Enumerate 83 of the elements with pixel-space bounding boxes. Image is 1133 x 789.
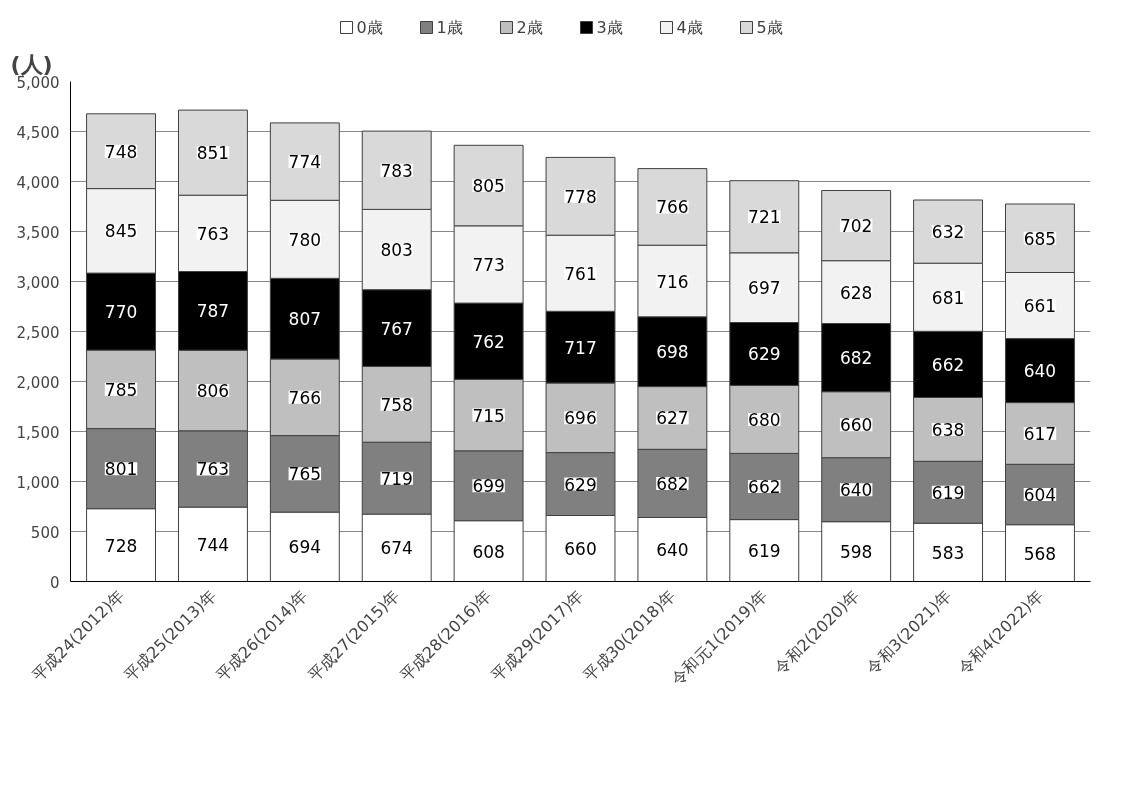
data-label: 728 (104, 535, 138, 556)
data-label: 807 (288, 309, 322, 330)
data-label: 719 (380, 468, 413, 489)
data-label: 773 (472, 254, 505, 275)
data-label: 766 (656, 197, 689, 218)
y-tick-label: 1,000 (16, 473, 60, 492)
data-label: 697 (748, 278, 781, 299)
y-tick-label: 2,000 (16, 373, 60, 392)
data-label: 766 (288, 387, 322, 408)
y-tick-label: 4,000 (16, 173, 60, 192)
data-label: 681 (931, 287, 965, 308)
data-label: 767 (380, 318, 413, 339)
data-label: 682 (839, 348, 873, 369)
data-label: 780 (288, 229, 322, 250)
data-label: 763 (196, 223, 230, 244)
data-label: 638 (931, 419, 965, 440)
data-label: 632 (931, 222, 965, 243)
data-label: 660 (839, 415, 873, 436)
legend-label: 4歳 (676, 18, 703, 37)
data-label: 787 (196, 301, 230, 322)
data-label: 629 (564, 474, 597, 495)
data-label: 806 (196, 381, 230, 401)
data-label: 583 (931, 542, 965, 563)
data-label: 608 (472, 541, 505, 562)
data-label: 682 (656, 473, 689, 494)
data-label: 770 (104, 302, 138, 323)
legend-label: 1歳 (436, 18, 463, 37)
data-label: 805 (472, 176, 505, 197)
data-label: 696 (564, 408, 597, 429)
data-label: 568 (1023, 543, 1057, 564)
data-label: 660 (564, 539, 597, 559)
data-label: 699 (472, 476, 505, 497)
data-label: 662 (748, 477, 781, 497)
data-label: 640 (656, 540, 689, 560)
data-label: 698 (656, 342, 689, 363)
data-label: 783 (380, 160, 413, 181)
data-label: 851 (196, 143, 230, 164)
data-label: 762 (472, 331, 505, 352)
data-label: 680 (748, 409, 781, 430)
data-label: 715 (472, 405, 505, 426)
data-label: 758 (380, 394, 413, 415)
data-label: 662 (931, 354, 965, 375)
data-label: 765 (288, 464, 322, 485)
y-tick-label: 3,000 (16, 273, 60, 292)
data-label: 744 (196, 534, 230, 555)
data-label: 748 (104, 141, 138, 162)
y-tick-label: 4,500 (16, 123, 60, 142)
data-label: 627 (656, 408, 689, 429)
data-label: 628 (839, 282, 873, 303)
data-label: 774 (288, 152, 322, 173)
data-label: 845 (104, 221, 138, 242)
legend-label: 0歳 (356, 18, 383, 37)
data-label: 617 (1023, 423, 1057, 444)
data-label: 629 (748, 344, 781, 365)
data-label: 640 (839, 480, 873, 501)
data-label: 702 (839, 216, 873, 237)
legend-label: 3歳 (596, 18, 623, 37)
data-label: 661 (1023, 296, 1057, 317)
data-label: 598 (839, 542, 873, 563)
y-tick-label: 2,500 (16, 323, 60, 342)
y-tick-label: 0 (49, 573, 60, 592)
y-tick-label: 500 (30, 523, 60, 542)
data-label: 604 (1023, 485, 1057, 505)
y-tick-label: 3,500 (16, 223, 60, 242)
data-label: 763 (196, 459, 230, 480)
data-label: 761 (564, 263, 597, 284)
data-label: 803 (380, 240, 413, 261)
legend-label: 2歳 (516, 18, 543, 37)
data-label: 685 (1023, 228, 1057, 249)
data-label: 785 (104, 379, 138, 400)
data-label: 619 (748, 541, 781, 562)
legend-label: 5歳 (756, 18, 783, 37)
data-label: 778 (564, 186, 597, 207)
data-label: 674 (380, 538, 413, 559)
data-label: 694 (288, 537, 322, 558)
data-label: 716 (656, 271, 689, 292)
data-label: 721 (748, 207, 781, 228)
data-label: 801 (104, 459, 138, 480)
data-label: 640 (1023, 361, 1057, 382)
y-tick-label: 1,500 (16, 423, 60, 442)
data-label: 619 (931, 482, 965, 503)
data-label: 717 (564, 337, 597, 358)
y-axis-title: (人) (10, 51, 53, 77)
